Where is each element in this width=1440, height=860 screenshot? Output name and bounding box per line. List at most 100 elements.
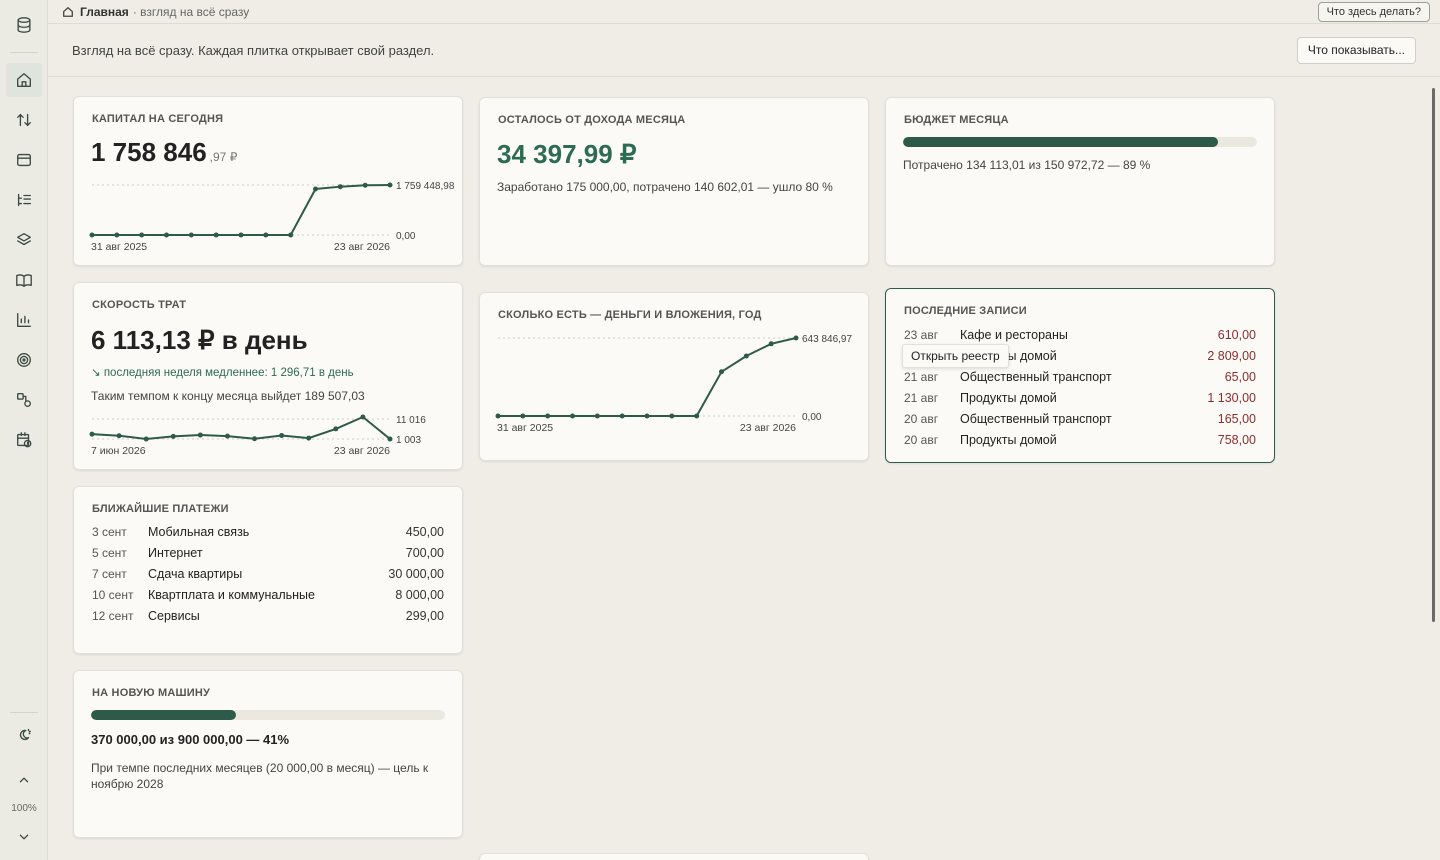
row-date: 20 авг: [904, 432, 939, 447]
y-bottom-label: 0,00: [396, 231, 416, 242]
upcoming-row[interactable]: 10 сент Квартплата и коммунальные 8 000,00: [92, 584, 444, 605]
card-income-left[interactable]: Осталось от дохода месяца 34 397,99 ₽ За…: [479, 97, 869, 266]
theme-toggle-icon[interactable]: [6, 718, 42, 752]
row-amount: 299,00: [405, 608, 444, 623]
row-amount: 30 000,00: [388, 566, 444, 581]
home-icon[interactable]: [6, 63, 42, 97]
row-name: Продукты домой: [960, 432, 1057, 447]
data-point: [224, 433, 230, 439]
data-point: [139, 232, 145, 238]
wallet-icon[interactable]: [6, 143, 42, 177]
row-date: 21 авг: [904, 369, 939, 384]
row-amount: 758,00: [1217, 432, 1256, 447]
data-point: [768, 341, 774, 347]
show-settings-button[interactable]: Что показывать...: [1296, 37, 1416, 64]
data-point: [197, 432, 203, 438]
y-top-label: 1 759 448,98: [396, 181, 455, 192]
card-capital[interactable]: Капитал на сегодня 1 758 846 ,97 ₽ 1 759…: [73, 96, 463, 266]
calendar-clock-icon[interactable]: [6, 423, 42, 457]
sidebar: 100%: [0, 0, 48, 860]
row-date: 12 сент: [92, 608, 134, 623]
data-point: [313, 186, 318, 192]
recent-row[interactable]: 20 авг Продукты домой 758,00: [904, 429, 1256, 450]
x-start-label: 31 авг 2025: [497, 422, 553, 434]
card-assets[interactable]: Сколько есть — деньги и вложения, год 64…: [479, 292, 869, 461]
data-point: [743, 353, 749, 359]
data-point: [644, 413, 650, 419]
goal-progress-bar: [91, 710, 445, 720]
upcoming-row[interactable]: 12 сент Сервисы 299,00: [92, 605, 444, 626]
target-icon[interactable]: [6, 343, 42, 377]
income-left-note: Заработано 175 000,00, потрачено 140 602…: [497, 180, 833, 194]
goal-progress-fill: [91, 710, 237, 720]
y-top-label: 643 846,97: [802, 334, 852, 345]
data-point: [387, 182, 393, 188]
open-register-tooltip: Открыть реестр: [902, 344, 1009, 368]
zoom-level: 100%: [11, 803, 37, 814]
recent-row[interactable]: 21 авг Общественный транспорт 65,00: [904, 366, 1256, 387]
card-recent-records[interactable]: Последние записи 23 авг Кафе и рестораны 6…: [885, 288, 1275, 463]
data-point: [694, 413, 700, 419]
card-title: Бюджет месяца: [904, 114, 1009, 126]
help-button[interactable]: Что здесь делать?: [1317, 2, 1430, 22]
upcoming-row[interactable]: 7 сент Сдача квартиры 30 000,00: [92, 563, 444, 584]
data-point: [89, 431, 95, 437]
card-spending-speed[interactable]: Скорость трат 6 113,13 ₽ в день ↘ послед…: [73, 282, 463, 470]
row-name: Сервисы: [148, 608, 200, 623]
row-amount: 8 000,00: [395, 587, 444, 602]
bar-chart-icon[interactable]: [6, 303, 42, 337]
data-point: [360, 414, 366, 420]
database-icon[interactable]: [6, 8, 42, 42]
recent-row[interactable]: 20 авг Общественный транспорт 165,00: [904, 408, 1256, 429]
capital-chart: 1 759 448,98 0,00 31 авг 2025 23 авг 202…: [89, 181, 455, 253]
speed-value: 6 113,13 ₽ в день: [91, 325, 308, 355]
row-name: Общественный транспорт: [960, 369, 1112, 384]
breadcrumb-current: · взгляд на всё сразу: [132, 5, 250, 19]
row-date: 21 авг: [904, 390, 939, 405]
x-start-label: 31 авг 2025: [91, 241, 147, 253]
row-name: Продукты домой: [960, 390, 1057, 405]
speed-trend: ↘ последняя неделя медленнее: 1 296,71 в…: [91, 367, 354, 379]
data-point: [164, 232, 169, 238]
row-amount: 1 130,00: [1207, 390, 1256, 405]
speed-forecast: Таким темпом к концу месяца выйдет 189 5…: [91, 389, 365, 403]
upcoming-row[interactable]: 3 сент Мобильная связь 450,00: [92, 521, 444, 542]
goal-note: При темпе последних месяцев (20 000,00 в…: [91, 761, 429, 791]
data-point: [669, 413, 675, 419]
data-point: [387, 436, 393, 442]
data-point: [263, 232, 269, 238]
list-tree-icon[interactable]: [6, 183, 42, 217]
row-name: Кафе и рестораны: [960, 327, 1068, 342]
layers-icon[interactable]: [6, 223, 42, 257]
row-amount: 610,00: [1217, 327, 1256, 342]
budget-note: Потрачено 134 113,01 из 150 972,72 — 89 …: [903, 158, 1151, 172]
card-title: Осталось от дохода месяца: [498, 114, 686, 126]
row-date: 7 сент: [92, 566, 127, 581]
row-amount: 165,00: [1217, 411, 1256, 426]
card-upcoming-payments[interactable]: Ближайшие платежи 3 сент Мобильная связь 4…: [73, 486, 463, 654]
data-point: [114, 232, 120, 238]
scrollbar[interactable]: [1432, 88, 1435, 622]
row-amount: 2 809,00: [1207, 348, 1256, 363]
home-icon: [63, 6, 73, 17]
card-title: Последние записи: [904, 305, 1027, 317]
row-name: Сдача квартиры: [148, 566, 243, 581]
card-goal-car[interactable]: На новую машину 370 000,00 из 900 000,00…: [73, 670, 463, 838]
transfers-icon[interactable]: [6, 103, 42, 137]
recent-row[interactable]: 21 авг Продукты домой 1 130,00: [904, 387, 1256, 408]
book-icon[interactable]: [6, 263, 42, 297]
zoom-out-icon[interactable]: [6, 820, 42, 854]
budget-progress-fill: [903, 137, 1219, 147]
capital-value: 1 758 846: [91, 137, 207, 167]
card-budget[interactable]: Бюджет месяца Потрачено 134 113,01 из 15…: [885, 97, 1275, 266]
zoom-in-icon[interactable]: [6, 763, 42, 797]
x-end-label: 23 авг 2026: [334, 241, 390, 253]
breadcrumb-home[interactable]: Главная: [80, 5, 129, 19]
shapes-icon[interactable]: [6, 383, 42, 417]
data-point: [170, 433, 176, 439]
row-name: Мобильная связь: [148, 524, 250, 539]
upcoming-row[interactable]: 5 сент Интернет 700,00: [92, 542, 444, 563]
recent-row[interactable]: 23 авг Кафе и рестораны 610,00: [904, 324, 1256, 345]
x-end-label: 23 авг 2026: [740, 422, 796, 434]
card-partial[interactable]: [479, 853, 869, 860]
